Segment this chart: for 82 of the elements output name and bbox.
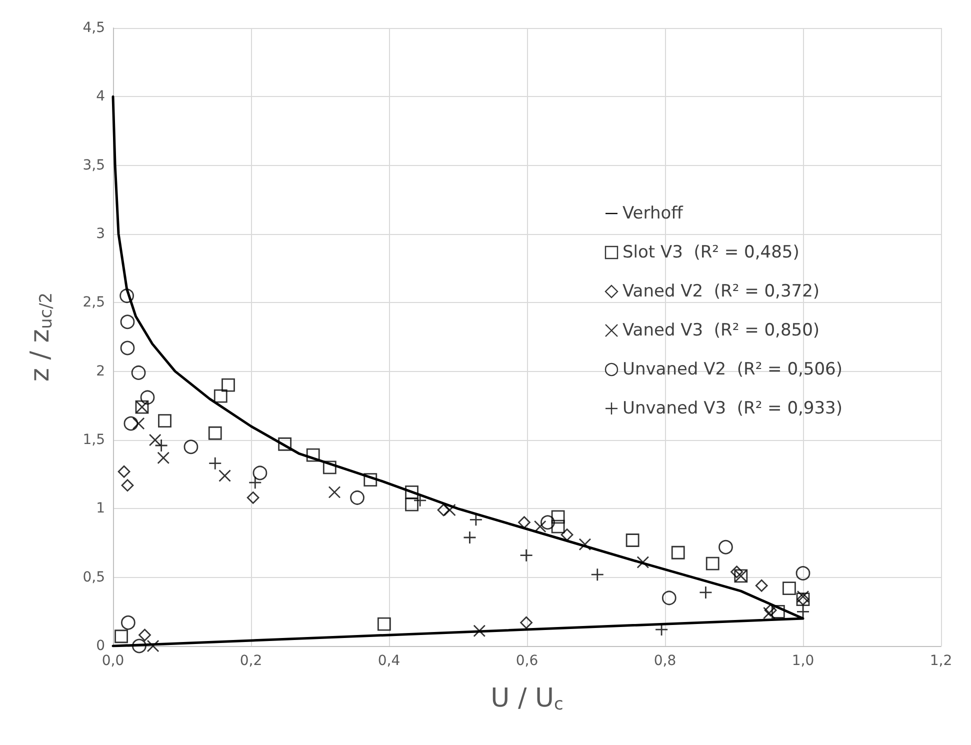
point [132, 638, 146, 654]
x-tick-label: 1,0 [792, 653, 814, 669]
point [208, 426, 222, 440]
point [405, 485, 418, 499]
point [120, 314, 135, 330]
x-tick-label: 0,4 [378, 653, 400, 669]
point [377, 617, 391, 631]
y-tick-label: 4 [96, 88, 106, 105]
x-tick-label: 0,0 [102, 653, 124, 669]
point [534, 520, 546, 533]
point [138, 628, 151, 642]
point [671, 546, 685, 560]
point [796, 566, 810, 580]
y-tick-label: 3,5 [82, 157, 105, 174]
point [730, 566, 743, 578]
point [350, 490, 364, 505]
point [578, 538, 592, 551]
point [706, 556, 720, 570]
point [252, 466, 268, 480]
point [246, 491, 260, 504]
y-tick-label: 0,5 [82, 569, 105, 586]
legend-label: Unvaned V3 (R² = 0,933) [622, 398, 842, 418]
y-tick-label: 1,5 [82, 432, 105, 448]
x-tick-label: 0,8 [654, 653, 676, 669]
point [278, 437, 292, 451]
point [755, 579, 768, 592]
point [214, 389, 228, 403]
point [626, 534, 640, 547]
point [146, 640, 160, 652]
point [771, 604, 785, 618]
point [120, 288, 134, 303]
point [131, 366, 146, 380]
point [222, 378, 235, 392]
point [322, 460, 336, 474]
legend-label: Verhoff [622, 204, 684, 224]
point [540, 515, 555, 530]
point [782, 582, 796, 596]
point [184, 440, 198, 454]
point [158, 414, 172, 428]
y-tick-label: 3 [96, 226, 105, 242]
point [405, 498, 418, 512]
point [520, 616, 533, 629]
point [762, 606, 776, 620]
point [120, 615, 136, 630]
point [551, 510, 565, 524]
point [218, 470, 231, 482]
point [121, 479, 134, 492]
y-tick-label: 1 [96, 500, 105, 517]
point [157, 452, 170, 464]
x-tick-label: 1,2 [930, 653, 952, 669]
point [120, 340, 135, 356]
point [662, 590, 676, 606]
x-tick-label: 0,6 [516, 653, 538, 669]
point [560, 528, 574, 541]
point [118, 465, 130, 478]
point [140, 390, 155, 405]
point [518, 516, 530, 529]
point [437, 504, 450, 516]
y-tick-label: 2 [96, 363, 105, 380]
point [148, 434, 162, 446]
y-axis-title: z / zuc/2 [26, 292, 56, 382]
point [636, 556, 650, 568]
point [306, 448, 320, 462]
point [132, 417, 145, 430]
point [328, 486, 341, 498]
point [551, 520, 565, 534]
point [473, 624, 486, 638]
y-tick-label: 4,5 [82, 20, 105, 36]
legend-label: Slot V3 (R² = 0,485) [622, 242, 800, 262]
point [444, 504, 456, 516]
point [718, 540, 733, 554]
legend-label: Vaned V2 (R² = 0,372) [622, 282, 820, 302]
x-tick-label: 0,2 [240, 653, 262, 669]
legend-label: Vaned V3 (R² = 0,850) [622, 320, 820, 340]
y-tick-label: 2,5 [82, 294, 105, 311]
y-tick-label: 0 [96, 638, 105, 654]
point [796, 590, 810, 603]
point [114, 630, 128, 644]
point [364, 473, 378, 487]
legend-label: Unvaned V2 (R² = 0,506) [622, 360, 842, 380]
point [124, 416, 138, 431]
point [764, 604, 777, 616]
